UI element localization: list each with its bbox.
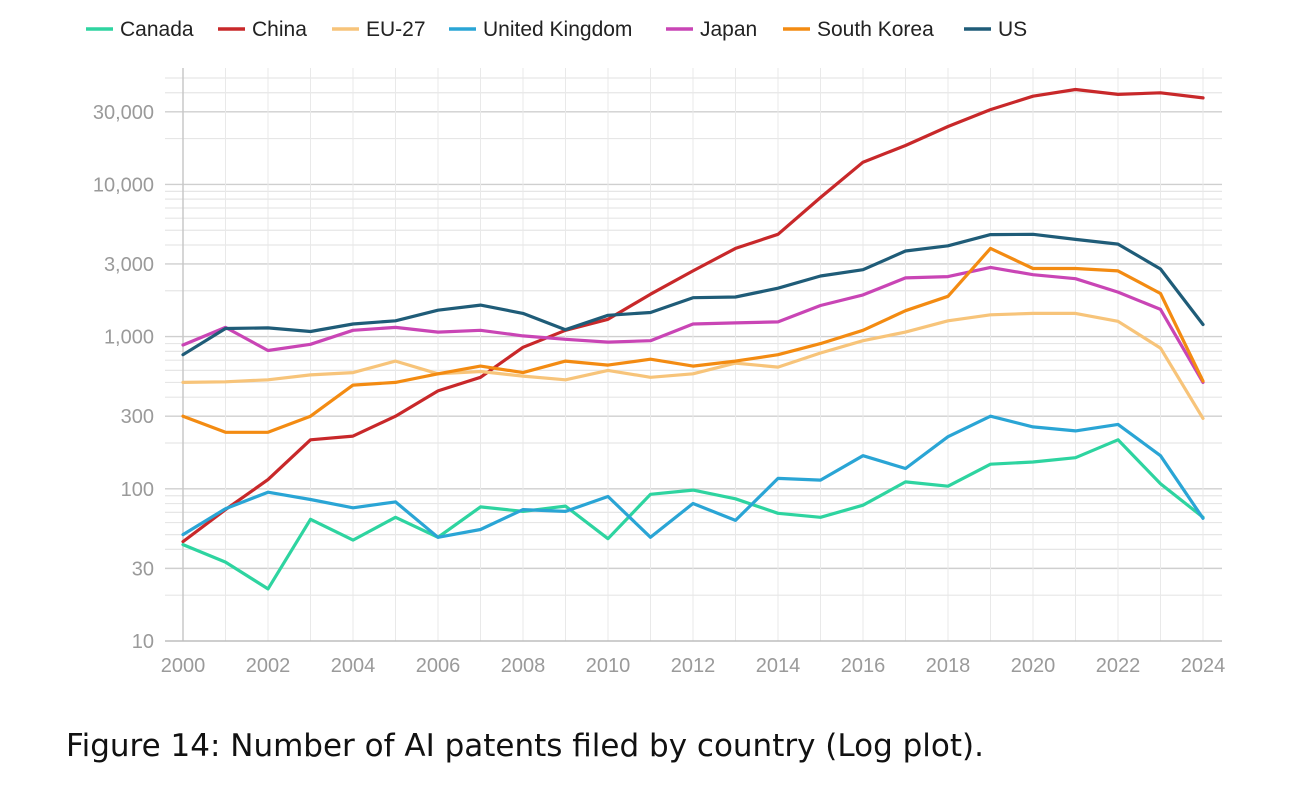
series-line-united-kingdom <box>181 414 1205 539</box>
y-tick-label: 300 <box>121 406 154 428</box>
series-lines <box>181 87 1205 591</box>
x-tick-label: 2016 <box>841 655 886 677</box>
legend-label-canada: Canada <box>120 18 194 41</box>
series-line-china <box>181 87 1205 544</box>
y-tick-label: 30,000 <box>93 102 154 124</box>
x-tick-label: 2018 <box>926 655 971 677</box>
y-tick-label: 30 <box>132 558 154 580</box>
legend-label-china: China <box>252 18 307 41</box>
legend: Canada China EU-27 United Kingdom Japan South… <box>86 18 1027 41</box>
series-line-japan <box>181 265 1205 384</box>
x-tick-label: 2010 <box>586 655 631 677</box>
x-tick-label: 2020 <box>1011 655 1056 677</box>
y-tick-labels: 10 30 100 300 1,000 3,000 10,000 30,000 <box>93 102 154 653</box>
y-tick-label: 100 <box>121 479 154 501</box>
legend-label-south-korea: South Korea <box>817 18 934 41</box>
y-tick-label: 1,000 <box>104 327 154 349</box>
x-tick-label: 2022 <box>1096 655 1141 677</box>
x-tick-labels: 2000 2002 2004 2006 2008 2010 2012 2014 2016 2018… <box>161 655 1226 677</box>
x-tick-label: 2004 <box>331 655 376 677</box>
y-tick-label: 10,000 <box>93 174 154 196</box>
legend-label-us: US <box>998 18 1027 41</box>
series-line-south-korea <box>181 246 1205 434</box>
x-tick-label: 2006 <box>416 655 461 677</box>
legend-label-eu-27: EU-27 <box>366 18 426 41</box>
y-tick-label: 3,000 <box>104 254 154 276</box>
series-line-us <box>181 232 1205 357</box>
figure-caption: Figure 14: Number of AI patents filed by… <box>66 728 984 764</box>
x-tick-label: 2008 <box>501 655 546 677</box>
x-tick-label: 2000 <box>161 655 206 677</box>
x-tick-label: 2024 <box>1181 655 1226 677</box>
series-line-canada <box>181 438 1205 591</box>
series-line-eu-27 <box>181 311 1205 420</box>
grid-lines <box>165 68 1222 641</box>
legend-label-united-kingdom: United Kingdom <box>483 18 632 41</box>
y-tick-label: 10 <box>132 631 154 653</box>
x-tick-label: 2014 <box>756 655 801 677</box>
x-tick-label: 2012 <box>671 655 716 677</box>
x-tick-label: 2002 <box>246 655 291 677</box>
legend-label-japan: Japan <box>700 18 757 41</box>
